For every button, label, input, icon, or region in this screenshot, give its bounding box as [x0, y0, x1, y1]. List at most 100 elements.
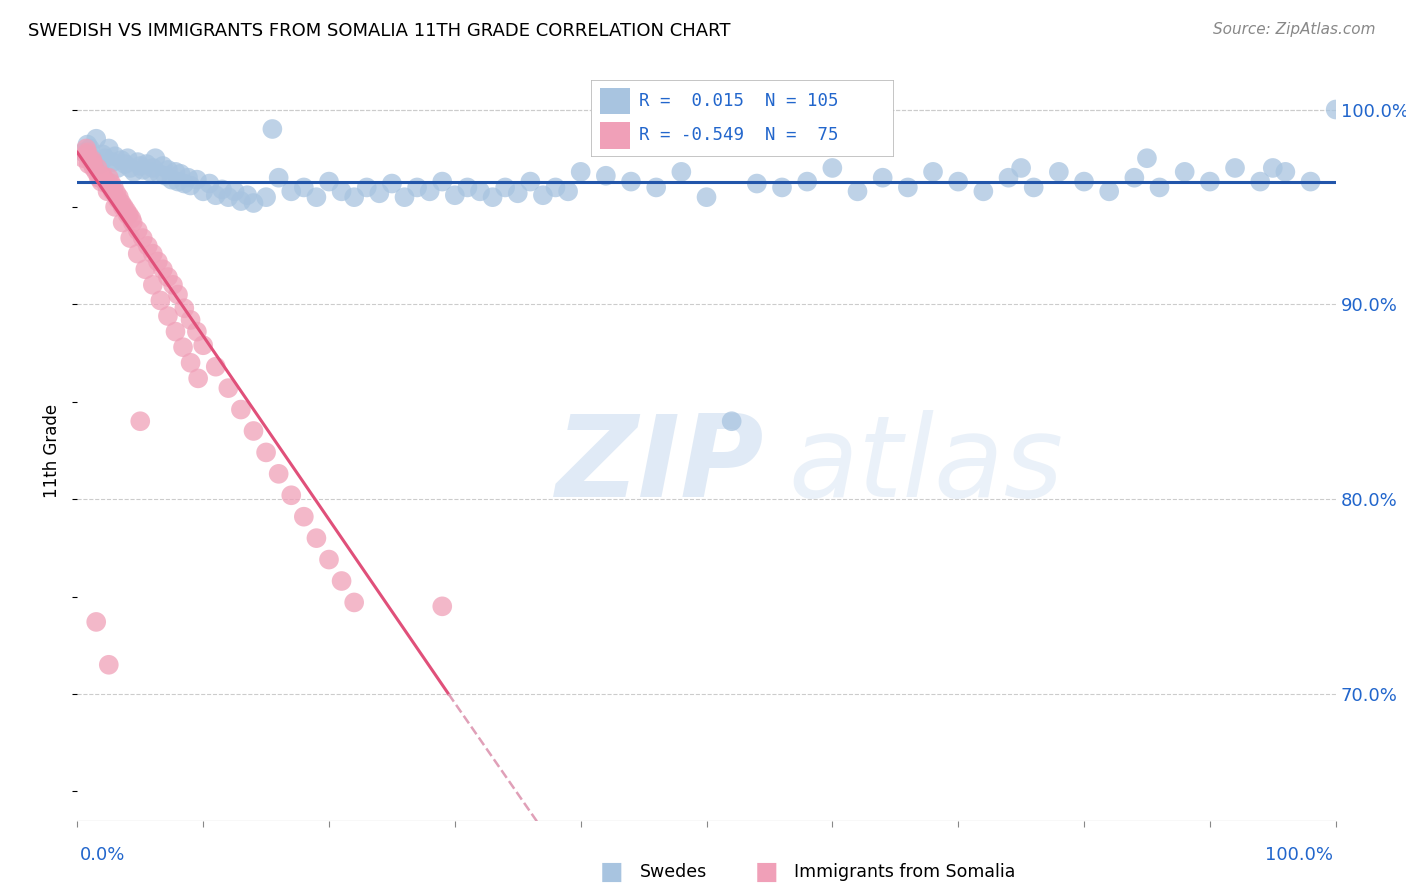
Point: [620, 175, 643, 189]
Point: [173, 301, 195, 316]
Point: [165, 165, 187, 179]
Point: [531, 188, 554, 202]
Point: [152, 159, 174, 173]
Point: [101, 185, 124, 199]
Point: [134, 262, 156, 277]
Point: [169, 167, 191, 181]
Point: [118, 208, 141, 222]
Point: [121, 215, 143, 229]
Point: [111, 215, 134, 229]
Point: [96, 185, 118, 199]
Point: [569, 165, 592, 179]
Point: [91, 169, 114, 183]
Point: [142, 161, 165, 175]
Point: [127, 246, 149, 260]
Point: [104, 149, 127, 163]
Point: [481, 190, 503, 204]
Point: [1174, 165, 1197, 179]
Point: [468, 185, 491, 199]
Point: [872, 170, 894, 185]
Point: [330, 574, 353, 588]
Point: [105, 186, 128, 201]
Point: [180, 356, 202, 370]
Point: [1324, 103, 1347, 117]
Point: [75, 147, 97, 161]
Point: [100, 177, 122, 191]
Point: [368, 186, 391, 201]
Point: [922, 165, 945, 179]
Point: [120, 161, 142, 175]
Point: [821, 161, 844, 175]
Point: [595, 169, 617, 183]
Point: [101, 155, 124, 169]
Point: [96, 177, 118, 191]
Point: [671, 165, 693, 179]
Point: [1073, 175, 1095, 189]
Point: [224, 185, 246, 199]
Point: [191, 185, 215, 199]
Text: Swedes: Swedes: [640, 863, 707, 881]
Point: [1022, 180, 1045, 194]
Point: [72, 151, 94, 165]
Point: [156, 270, 179, 285]
Point: [343, 190, 366, 204]
Point: [318, 175, 340, 189]
Point: [89, 170, 111, 185]
Point: [280, 185, 302, 199]
Point: [156, 162, 179, 177]
Point: [770, 180, 793, 194]
Point: [84, 132, 107, 146]
Point: [110, 153, 132, 168]
Point: [142, 277, 165, 292]
Point: [75, 141, 97, 155]
Point: [82, 155, 104, 169]
Point: [117, 151, 139, 165]
Point: [330, 185, 353, 199]
Point: [82, 153, 104, 168]
Point: [80, 155, 103, 169]
Point: [356, 180, 378, 194]
Point: [280, 488, 302, 502]
Point: [432, 175, 454, 189]
Point: [519, 175, 541, 189]
Point: [1010, 161, 1032, 175]
Point: [172, 340, 194, 354]
Point: [444, 188, 467, 202]
Point: [107, 161, 129, 175]
Point: [432, 599, 454, 614]
Point: [114, 157, 136, 171]
Point: [211, 182, 233, 196]
Point: [254, 445, 277, 459]
Point: [1149, 180, 1171, 194]
Point: [177, 170, 200, 185]
Point: [84, 165, 107, 179]
Text: ■: ■: [755, 861, 778, 884]
Point: [84, 615, 107, 629]
Point: [97, 141, 120, 155]
Point: [107, 192, 129, 206]
Point: [89, 157, 111, 171]
Point: [204, 359, 226, 374]
Point: [456, 180, 478, 194]
Point: [292, 180, 315, 194]
Point: [180, 313, 202, 327]
Point: [494, 180, 516, 194]
Point: [1047, 165, 1070, 179]
Point: [394, 190, 416, 204]
Point: [135, 157, 157, 171]
Point: [120, 211, 142, 226]
Point: [117, 208, 139, 222]
Point: [77, 157, 100, 171]
Point: [305, 190, 328, 204]
Point: [262, 122, 284, 136]
Point: [111, 200, 134, 214]
Point: [1249, 175, 1271, 189]
Point: [93, 170, 115, 185]
Point: [292, 509, 315, 524]
Point: [143, 151, 166, 165]
Text: Immigrants from Somalia: Immigrants from Somalia: [794, 863, 1015, 881]
Point: [120, 231, 142, 245]
Point: [165, 325, 187, 339]
Point: [1274, 165, 1296, 179]
Point: [122, 165, 145, 179]
